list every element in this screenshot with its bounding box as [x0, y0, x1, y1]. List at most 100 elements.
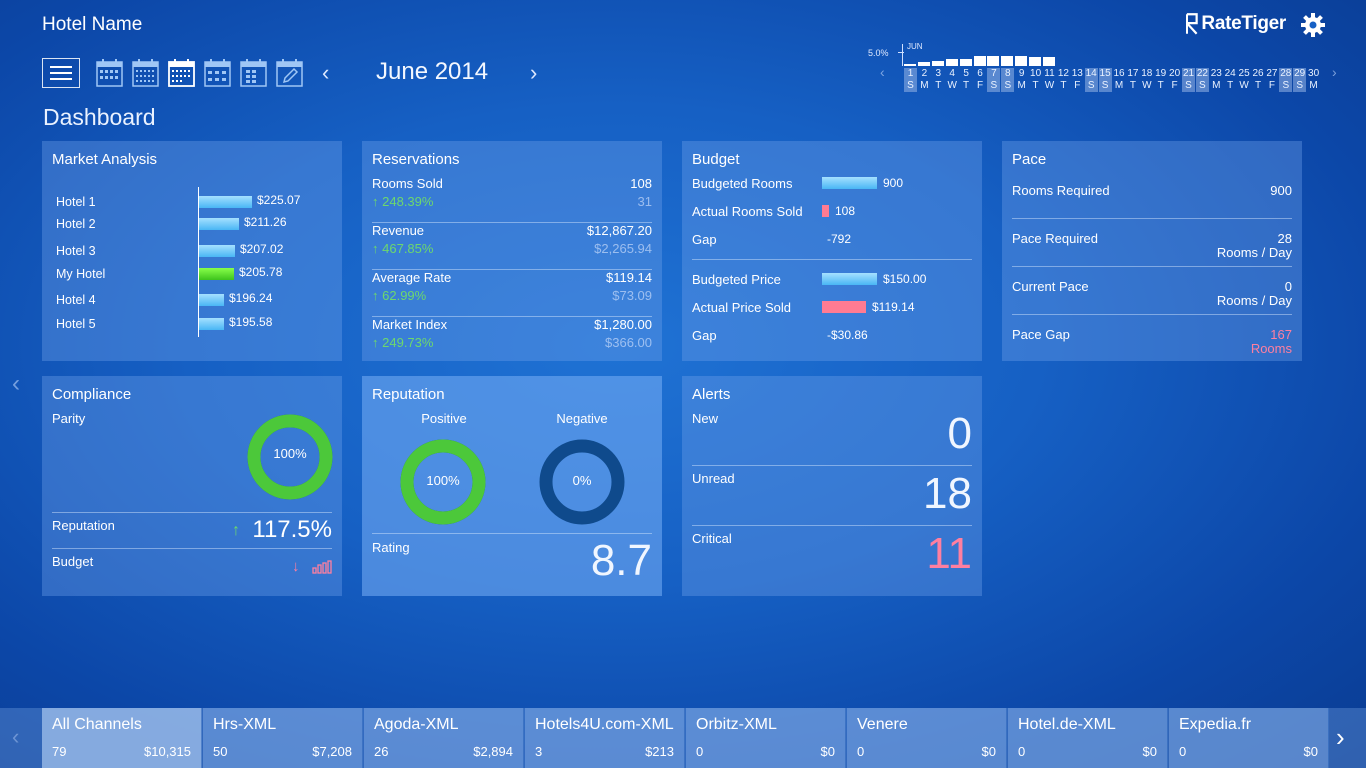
mini-day-cell[interactable]: 13 F	[1071, 68, 1084, 92]
mini-occupancy-bar	[945, 59, 958, 66]
actual-price-bar	[822, 301, 866, 313]
calendar-year-view-icon[interactable]	[96, 58, 123, 87]
channel-next-icon[interactable]: ›	[1336, 722, 1345, 752]
mini-day-cell[interactable]: 12 T	[1057, 68, 1070, 92]
alerts-title: Alerts	[692, 386, 731, 403]
channel-tab[interactable]: Hotels4U.com-XML 3 $213	[525, 708, 685, 768]
calendar-list-view-icon[interactable]	[240, 58, 267, 87]
channel-prev-icon[interactable]: ‹	[12, 724, 20, 749]
channel-tab[interactable]: Expedia.fr 0 $0	[1169, 708, 1329, 768]
mini-day-cell[interactable]: 14 S	[1084, 68, 1098, 92]
budget-card[interactable]: Budget Budgeted Rooms 900 Actual Rooms S…	[682, 141, 982, 361]
mini-day-number: 21	[1182, 68, 1195, 79]
parity-donut-arc	[247, 414, 333, 500]
next-month-button[interactable]: ›	[530, 60, 538, 85]
prev-month-button[interactable]: ‹	[322, 60, 330, 85]
left-panel-arrow-icon[interactable]: ‹	[12, 370, 20, 397]
mini-day-number: 2	[921, 68, 928, 79]
calendar-edit-icon[interactable]	[276, 58, 303, 87]
mini-day-cell[interactable]: 24 T	[1224, 68, 1237, 92]
channel-tab[interactable]: All Channels 79 $10,315	[42, 708, 202, 768]
actual-rooms-value: 108	[835, 204, 856, 218]
unread-alerts-value: 18	[923, 469, 972, 518]
channel-name: Hotel.de-XML	[1018, 716, 1116, 733]
pace-card[interactable]: Pace Rooms Required 900 Pace Required 28…	[1002, 141, 1302, 361]
channel-count: 26	[374, 744, 389, 759]
current-pace-row: Current Pace 0 Rooms / Day	[1012, 279, 1292, 315]
reservations-card[interactable]: Reservations Rooms Sold 108 ↑ 248.39% 31 Rev…	[362, 141, 662, 361]
mini-day-number: 11	[1044, 68, 1055, 79]
compliance-card[interactable]: Compliance Parity 100% Reputation ↑ 117.…	[42, 376, 342, 596]
parity-label: Parity	[52, 411, 86, 426]
mini-day-cell[interactable]: 19 T	[1154, 68, 1167, 92]
mini-prev-icon[interactable]: ‹	[880, 64, 885, 80]
budgeted-price-bar	[822, 273, 877, 285]
channel-tab[interactable]: Hrs-XML 50 $7,208	[203, 708, 363, 768]
pace-title: Pace	[1012, 151, 1047, 168]
reservation-change-value: 467.85%	[382, 241, 434, 256]
mini-day-cell[interactable]: 10 T	[1029, 68, 1042, 92]
alerts-card[interactable]: Alerts New 0 Unread 18 Critical 11	[682, 376, 982, 596]
calendar-week-view-icon[interactable]	[204, 58, 231, 87]
budget-title: Budget	[692, 151, 740, 168]
reputation-up-arrow-icon: ↑	[232, 522, 240, 539]
actual-price-label: Actual Price Sold	[692, 300, 791, 315]
mini-day-cell[interactable]: 23 M	[1210, 68, 1223, 92]
market-hotel-label: My Hotel	[56, 267, 106, 281]
mini-day-cell[interactable]: 27 F	[1265, 68, 1278, 92]
calendar-quarter-view-icon[interactable]	[132, 58, 159, 87]
pace-gap-unit: Rooms	[1250, 341, 1292, 356]
pace-required-label: Pace Required	[1012, 231, 1098, 246]
mini-day-cell[interactable]: 20 F	[1168, 68, 1181, 92]
mini-day-weekday: S	[1101, 80, 1109, 91]
channel-tab[interactable]: Agoda-XML 26 $2,894	[364, 708, 524, 768]
budgeted-rooms-bar	[822, 177, 877, 189]
mini-day-number: 25	[1238, 68, 1250, 79]
channel-tab[interactable]: Venere 0 $0	[847, 708, 1007, 768]
market-analysis-card[interactable]: Market Analysis Hotel 1 $225.07 Hotel 2 $21…	[42, 141, 342, 361]
mini-day-cell[interactable]: 28 S	[1279, 68, 1293, 92]
mini-day-cell[interactable]: 21 S	[1182, 68, 1195, 92]
channel-tab[interactable]: Hotel.de-XML 0 $0	[1008, 708, 1168, 768]
mini-occupancy-bar	[1001, 56, 1014, 66]
reservation-change: ↑ 249.73%	[372, 335, 433, 350]
calendar-month-view-icon[interactable]	[168, 58, 195, 87]
negative-label: Negative	[556, 411, 608, 426]
channel-name: Agoda-XML	[374, 716, 459, 733]
mini-next-icon[interactable]: ›	[1332, 64, 1337, 80]
market-analysis-title: Market Analysis	[52, 151, 158, 168]
channel-tab[interactable]: Orbitz-XML 0 $0	[686, 708, 846, 768]
mini-day-cell[interactable]: 18 W	[1140, 68, 1153, 92]
rating-label: Rating	[372, 540, 410, 555]
hamburger-menu-button[interactable]	[42, 58, 80, 88]
mini-day-cell[interactable]: 25 W	[1238, 68, 1251, 92]
mini-day-number: 26	[1252, 68, 1264, 79]
reputation-card[interactable]: Reputation Positive Negative 100% 0% Rat…	[362, 376, 662, 596]
channel-name: Hrs-XML	[213, 716, 277, 733]
mini-day-cell[interactable]: 15 S	[1098, 68, 1112, 92]
rooms-required-value: 900	[1270, 183, 1292, 198]
mini-day-cell[interactable]: 29 S	[1293, 68, 1307, 92]
mini-day-cell[interactable]: 30 M	[1307, 68, 1320, 92]
mini-day-cell[interactable]: 16 M	[1113, 68, 1126, 92]
settings-gear-icon[interactable]	[1300, 12, 1326, 38]
mini-day-cell[interactable]: 22 S	[1195, 68, 1209, 92]
compliance-title: Compliance	[52, 386, 132, 403]
pace-required-unit: Rooms / Day	[1216, 245, 1292, 260]
market-bar	[199, 318, 224, 330]
mini-day-cell[interactable]: 17 T	[1126, 68, 1139, 92]
parity-value: 100%	[273, 446, 307, 461]
mini-day-cell[interactable]: 11 W	[1043, 68, 1056, 92]
mini-day-cell[interactable]: 26 T	[1252, 68, 1265, 92]
up-arrow-icon: ↑	[372, 194, 383, 209]
reservation-row: Market Index $1,280.00 ↑ 249.73% $366.00	[372, 317, 652, 364]
